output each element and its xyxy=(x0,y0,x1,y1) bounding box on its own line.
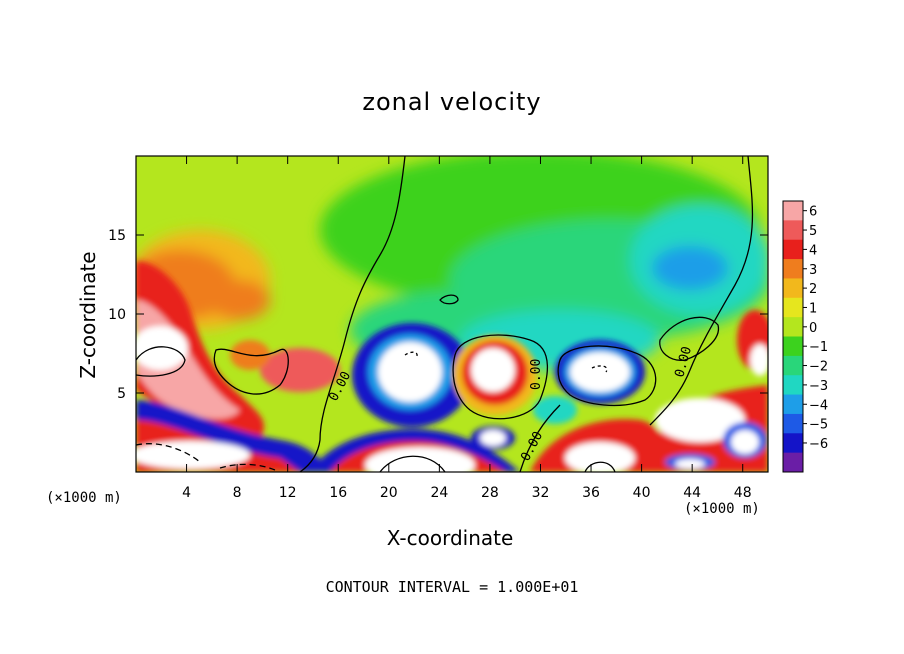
x-axis: 4 8 12 16 20 24 28 32 36 40 44 48 xyxy=(182,156,752,501)
colorbar-label: 5 xyxy=(809,224,817,239)
zero-contour xyxy=(439,294,459,305)
colorbar-label: −2 xyxy=(809,360,828,375)
negative-contour xyxy=(219,463,276,471)
contour-label: 0.00 xyxy=(529,359,544,390)
negative-contour xyxy=(591,365,608,373)
colorbar-label: −1 xyxy=(809,340,828,355)
colorbar-swatch xyxy=(783,239,803,260)
colorbar-swatch xyxy=(783,336,803,357)
colorbar-swatch xyxy=(783,220,803,241)
colorbar-swatch xyxy=(783,413,803,434)
x-tick-label: 4 xyxy=(182,485,191,501)
x-tick-label: 48 xyxy=(734,485,752,501)
colorbar-label: −4 xyxy=(809,398,828,413)
zero-contour xyxy=(659,316,719,361)
colorbar-label: −5 xyxy=(809,418,828,433)
colorbar-swatch xyxy=(783,201,803,221)
colorbar-label: 4 xyxy=(809,243,817,258)
y-tick-label: 15 xyxy=(108,228,126,244)
x-unit-label-left: (×1000 m) xyxy=(46,490,122,506)
colorbar-swatch xyxy=(783,355,803,376)
field-sharp-layer xyxy=(136,261,768,472)
colorbar-label: −3 xyxy=(809,379,828,394)
negative-contour xyxy=(136,346,186,377)
velocity-field xyxy=(136,156,768,472)
contour-lines xyxy=(136,156,754,472)
contour-interval-note: CONTOUR INTERVAL = 1.000E+01 xyxy=(325,578,579,596)
colorbar-swatch xyxy=(783,433,803,454)
x-tick-label: 16 xyxy=(329,485,347,501)
colorbar-frame xyxy=(782,200,804,473)
x-tick-label: 24 xyxy=(430,485,448,501)
colorbar-label: 6 xyxy=(809,205,817,220)
zero-contour xyxy=(299,156,406,472)
x-tick-label: 8 xyxy=(233,485,242,501)
colorbar: 6 5 4 3 2 1 0 −1 −2 −3 −4 −5 −6 xyxy=(782,200,828,473)
x-axis-label: X-coordinate xyxy=(386,526,514,550)
zero-contour xyxy=(557,345,657,407)
negative-contour xyxy=(404,351,418,359)
zero-contour xyxy=(649,156,754,426)
colorbar-swatch xyxy=(783,452,803,473)
chart-title: zonal velocity xyxy=(362,88,542,116)
colorbar-label: −6 xyxy=(809,437,828,452)
colorbar-swatch xyxy=(783,297,803,318)
colorbar-swatch xyxy=(783,278,803,299)
x-tick-label: 12 xyxy=(279,485,297,501)
colorbar-swatch xyxy=(783,394,803,415)
negative-contour xyxy=(136,443,201,463)
positive-contour xyxy=(584,461,616,472)
colorbar-swatch xyxy=(783,317,803,337)
x-tick-label: 36 xyxy=(582,485,600,501)
colorbar-swatch xyxy=(783,375,803,396)
x-tick-label: 20 xyxy=(380,485,398,501)
zero-contour xyxy=(452,334,549,420)
x-tick-label: 28 xyxy=(481,485,499,501)
x-tick-label: 44 xyxy=(683,485,701,501)
colorbar-label: 0 xyxy=(809,321,817,336)
x-unit-label-right: (×1000 m) xyxy=(684,501,760,517)
y-tick-label: 5 xyxy=(117,386,126,402)
colorbar-swatch xyxy=(783,259,803,279)
positive-contour xyxy=(379,455,446,472)
zero-contour xyxy=(519,404,561,472)
y-axis: 5 10 15 xyxy=(108,228,768,402)
zero-contour xyxy=(213,348,289,395)
colorbar-label: 2 xyxy=(809,282,817,297)
y-tick-label: 10 xyxy=(108,307,126,323)
x-tick-label: 32 xyxy=(532,485,550,501)
colorbar-label: 1 xyxy=(809,301,817,316)
colorbar-label: 3 xyxy=(809,263,817,278)
x-tick-label: 40 xyxy=(633,485,651,501)
